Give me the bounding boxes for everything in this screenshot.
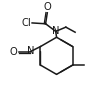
Text: N: N (27, 46, 34, 56)
Text: Cl: Cl (22, 17, 31, 28)
Text: O: O (44, 2, 52, 12)
Text: N: N (52, 26, 60, 36)
Text: O: O (10, 47, 17, 57)
